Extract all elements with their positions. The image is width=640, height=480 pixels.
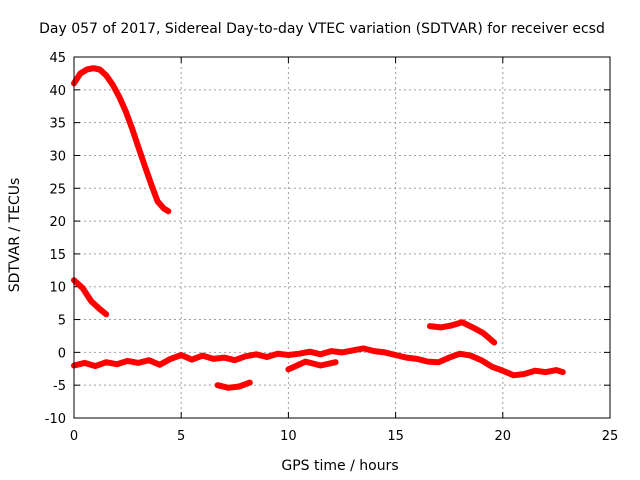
y-tick-label: 25 — [49, 182, 66, 197]
y-tick-label: 0 — [58, 346, 66, 361]
x-axis-label: GPS time / hours — [281, 458, 398, 474]
y-tick-label: 10 — [49, 281, 66, 296]
plot-frame — [73, 56, 611, 419]
series-arc-5 — [285, 358, 339, 373]
series-arc-3 — [71, 350, 292, 370]
y-tick-label: -5 — [53, 379, 66, 394]
y-tick-label: 40 — [49, 84, 66, 99]
series-arc-4 — [285, 345, 566, 379]
y-tick-label: 15 — [49, 248, 66, 263]
x-tick-label: 25 — [602, 429, 619, 444]
x-tick-label: 5 — [177, 429, 185, 444]
series-arc-2 — [71, 277, 110, 318]
series-arc-7 — [426, 319, 498, 346]
x-tick-label: 10 — [280, 429, 297, 444]
tick-labels: 0 5 10 15 20 25 -10 -5 0 5 10 15 20 25 30 35 40 45 — [45, 51, 619, 444]
x-tick-label: 0 — [70, 429, 78, 444]
data-series — [71, 65, 566, 391]
series-arc-1 — [71, 65, 172, 215]
x-tick-label: 20 — [495, 429, 512, 444]
y-tick-label: 20 — [49, 215, 66, 230]
y-tick-label: 30 — [49, 149, 66, 164]
chart-title: Day 057 of 2017, Sidereal Day-to-day VTE… — [39, 21, 605, 37]
x-tick-label: 15 — [387, 429, 404, 444]
grid — [74, 57, 610, 418]
y-tick-label: -10 — [45, 412, 66, 427]
series-arc-6 — [214, 379, 253, 391]
y-tick-label: 45 — [49, 51, 66, 66]
y-tick-label: 5 — [58, 314, 66, 329]
y-axis-label: SDTVAR / TECUs — [7, 178, 23, 293]
y-tick-label: 35 — [49, 117, 66, 132]
